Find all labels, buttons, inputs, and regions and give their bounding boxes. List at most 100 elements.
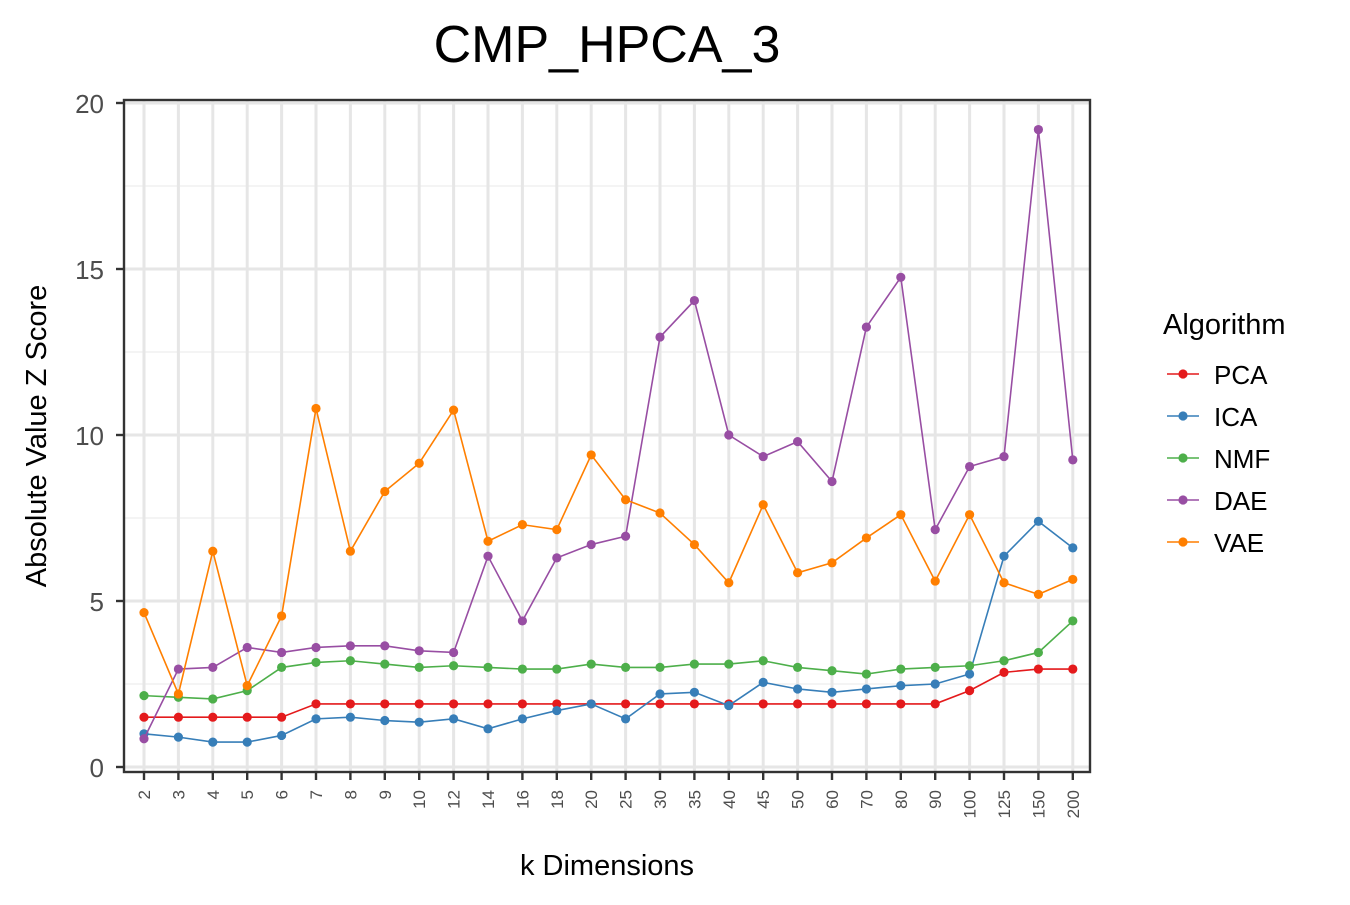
x-tick-label: 25 <box>617 790 636 809</box>
legend-marker <box>1178 453 1188 463</box>
legend-item-ica: ICA <box>1167 402 1258 432</box>
data-point <box>965 661 975 671</box>
data-point <box>793 699 803 709</box>
data-point <box>930 699 940 709</box>
data-point <box>208 712 218 722</box>
data-point <box>689 295 700 306</box>
data-point <box>517 520 528 530</box>
data-point <box>621 699 631 709</box>
data-point <box>380 715 390 726</box>
data-point <box>758 451 768 462</box>
data-point <box>999 667 1009 677</box>
data-point <box>861 533 872 543</box>
data-point <box>311 657 321 668</box>
data-point <box>208 662 218 673</box>
x-tick-label: 2 <box>135 790 154 799</box>
data-point <box>896 681 906 691</box>
data-point <box>793 437 803 447</box>
data-point <box>277 647 287 658</box>
data-point <box>896 510 906 520</box>
data-point <box>517 714 528 724</box>
series-pca <box>139 664 1078 722</box>
data-point <box>1068 616 1078 626</box>
data-point <box>1068 664 1078 674</box>
data-point <box>345 641 355 651</box>
data-point <box>414 458 424 468</box>
data-point <box>655 662 665 673</box>
data-point <box>999 578 1009 588</box>
data-point <box>689 539 700 550</box>
series-line <box>143 520 1074 743</box>
x-tick-label: 6 <box>273 790 292 799</box>
x-tick-label: 4 <box>204 790 223 799</box>
data-point <box>414 646 424 656</box>
legend-item-vae: VAE <box>1167 528 1264 558</box>
data-point <box>965 669 975 679</box>
x-tick-label: 12 <box>445 790 464 809</box>
legend-label: NMF <box>1214 444 1270 474</box>
data-point <box>311 403 321 414</box>
data-point <box>896 664 906 674</box>
x-tick-label: 16 <box>513 790 532 809</box>
data-point <box>896 699 906 709</box>
legend: Algorithm PCA ICA NMF DAE VAE <box>1163 309 1286 558</box>
x-tick-label: 50 <box>789 790 808 809</box>
data-point <box>173 664 183 674</box>
data-point <box>1033 516 1043 526</box>
data-point <box>345 656 355 666</box>
data-point <box>414 662 424 673</box>
data-point <box>1068 455 1078 465</box>
x-tick-label: 14 <box>479 790 498 809</box>
x-tick-label: 125 <box>995 790 1014 818</box>
data-point <box>552 553 562 563</box>
y-tick-label: 0 <box>90 753 104 783</box>
x-tick-label: 70 <box>857 790 876 809</box>
data-point <box>1033 647 1043 658</box>
data-point <box>449 661 459 671</box>
data-point <box>552 699 562 709</box>
data-point <box>655 689 665 699</box>
data-point <box>724 430 734 440</box>
grid <box>124 100 1090 772</box>
data-point <box>999 551 1009 561</box>
x-tick-label: 9 <box>376 790 395 799</box>
series-ica <box>139 516 1078 747</box>
x-tick-label: 100 <box>961 790 980 818</box>
data-point <box>242 737 252 747</box>
data-point <box>827 558 837 568</box>
data-point <box>311 714 321 724</box>
legend-marker <box>1178 411 1188 421</box>
data-point <box>173 689 183 699</box>
x-tick-label: 200 <box>1064 790 1083 818</box>
series-line <box>143 129 1074 740</box>
data-point <box>414 699 424 709</box>
data-point <box>793 684 803 694</box>
series-line <box>143 408 1074 697</box>
x-tick-label: 150 <box>1029 790 1048 818</box>
data-point <box>380 699 390 709</box>
data-point <box>655 508 665 518</box>
data-point <box>345 546 355 556</box>
data-point <box>827 699 837 709</box>
data-point <box>311 642 321 653</box>
data-point <box>345 699 355 709</box>
x-tick-label: 3 <box>169 790 188 799</box>
data-point <box>242 642 252 653</box>
data-point <box>380 659 390 669</box>
data-point <box>586 699 596 709</box>
data-point <box>449 647 459 658</box>
data-point <box>139 691 149 701</box>
data-point <box>311 699 321 709</box>
data-point <box>1033 124 1043 135</box>
data-point <box>552 664 562 674</box>
chart-title: CMP_HPCA_3 <box>434 16 781 74</box>
data-point <box>208 737 218 747</box>
data-point <box>483 699 493 709</box>
legend-label: PCA <box>1214 360 1268 390</box>
data-point <box>827 666 837 676</box>
data-point <box>861 684 872 694</box>
x-tick-label: 18 <box>548 790 567 809</box>
data-point <box>930 576 940 586</box>
series-line <box>143 620 1074 700</box>
data-point <box>517 699 528 709</box>
